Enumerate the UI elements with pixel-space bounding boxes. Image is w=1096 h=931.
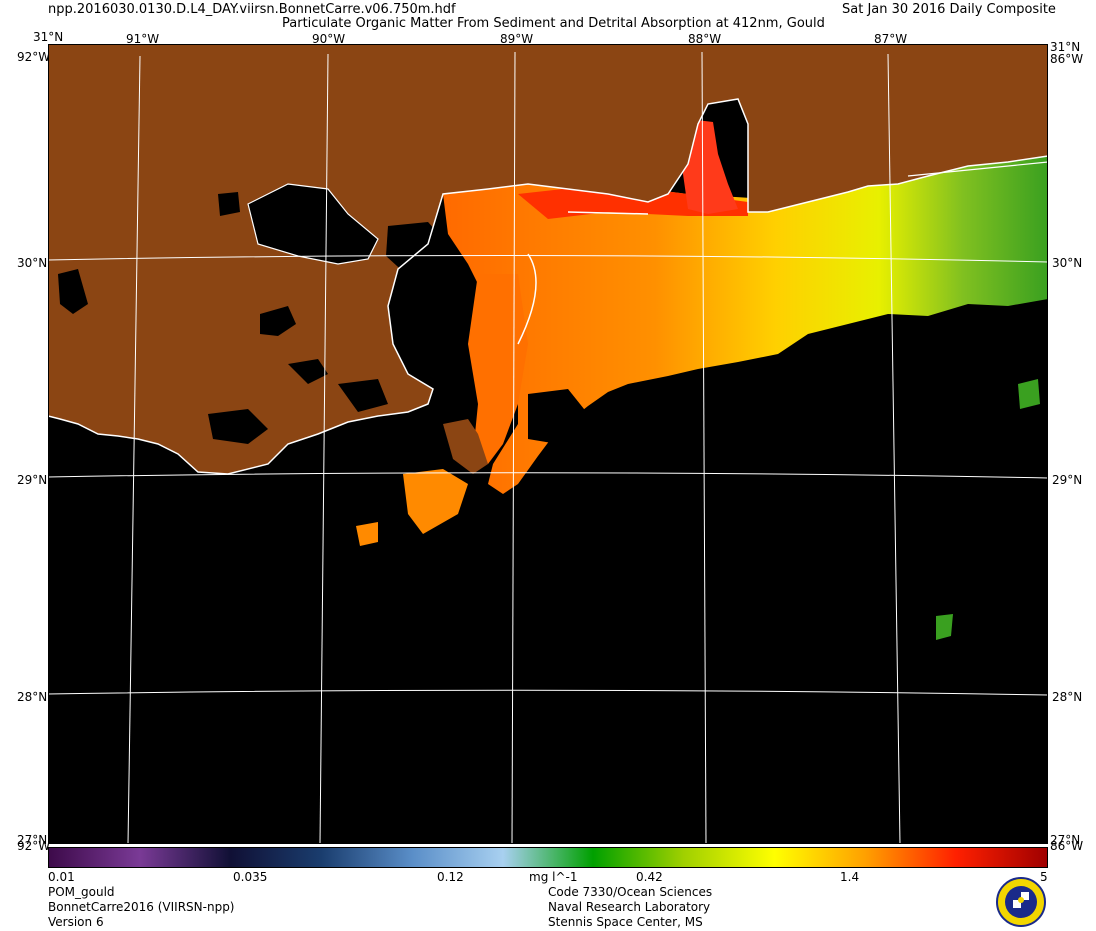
lon-label-89w-top: 89°W (500, 32, 534, 46)
lon-label-87w-top: 87°W (874, 32, 908, 46)
project-name: BonnetCarre2016 (VIIRSN-npp) (48, 900, 235, 914)
map-svg (48, 44, 1048, 844)
lat-label-29n-left: 29°N (17, 473, 48, 487)
plume-coastal-red (518, 184, 748, 219)
org-line-1: Code 7330/Ocean Sciences (548, 885, 713, 899)
lat-label-top-right: 31°N (1050, 40, 1081, 54)
meridian-87w (887, 53, 901, 844)
parallel-30n (48, 254, 1048, 263)
lat-label-28n-left: 28°N (17, 690, 48, 704)
lake-salvador (260, 306, 296, 336)
land-delta-lobe (443, 419, 488, 474)
chandeleur-islands (517, 253, 537, 345)
lon-label-left-top: 92°W (17, 50, 51, 64)
lake-pontchartrain (248, 184, 378, 264)
lat-label-bottom-left: 27°N (17, 833, 48, 847)
coastline (48, 98, 1048, 475)
lon-label-91w-top: 91°W (126, 32, 160, 46)
plume-patch-small (356, 522, 378, 546)
lake-borgne (386, 222, 448, 276)
lon-label-90w-top: 90°W (312, 32, 346, 46)
colorbar-tick-3: 0.42 (636, 870, 663, 884)
meridian-91w (127, 55, 141, 844)
colorbar-tick-5: 5 (1040, 870, 1048, 884)
meridian-88w (701, 51, 707, 844)
product-title: Particulate Organic Matter From Sediment… (282, 16, 825, 31)
parallel-29n (48, 472, 1048, 479)
lon-label-bottom-left: 92°W (17, 839, 51, 853)
lat-label-bottom-right: 27°N (1050, 833, 1081, 847)
lat-label-top-left: 31°N (33, 30, 64, 44)
colorbar-tick-4: 1.4 (840, 870, 860, 884)
colorbar-tick-1: 0.035 (233, 870, 268, 884)
barrier-islands (567, 211, 649, 215)
meridian-89w (511, 51, 516, 844)
lat-label-30n-right: 30°N (1052, 256, 1083, 270)
lat-label-28n-right: 28°N (1052, 690, 1083, 704)
colorbar-tick-0: 0.01 (48, 870, 75, 884)
no-data-patch-delta (528, 389, 588, 444)
marsh-patch-3 (208, 409, 268, 444)
parallel-28n (48, 689, 1048, 696)
sediment-plume (443, 156, 1048, 494)
file-name: npp.2016030.0130.D.L4_DAY.viirsn.BonnetC… (48, 2, 456, 17)
green-patch-east (1018, 379, 1040, 409)
meridian-90w (319, 53, 329, 844)
green-patch-south (936, 614, 953, 640)
nrl-seal-icon (996, 877, 1046, 927)
florida-barrier-islands (907, 161, 1048, 177)
lon-label-bottom-right: 86°W (1050, 839, 1084, 853)
lon-label-88w-top: 88°W (688, 32, 722, 46)
version-label: Version 6 (48, 915, 104, 929)
plume-patch-southwest (403, 469, 468, 534)
lat-label-30n-left: 30°N (17, 256, 48, 270)
marsh-patch-2 (338, 379, 388, 412)
marsh-patch-west (58, 269, 88, 314)
lake-maurepas (218, 192, 240, 216)
map-frame (48, 44, 1048, 844)
marsh-patch-1 (288, 359, 328, 384)
graticule (48, 51, 1048, 844)
composite-date: Sat Jan 30 2016 Daily Composite (842, 2, 1056, 17)
lake-pontchartrain-shore (247, 183, 379, 265)
map-panel (48, 44, 1048, 844)
colorbar-tick-2: 0.12 (437, 870, 464, 884)
product-name: POM_gould (48, 885, 115, 899)
colorbar-unit: mg l^-1 (529, 870, 578, 884)
mobile-bay-water (683, 119, 738, 214)
lat-label-29n-right: 29°N (1052, 473, 1083, 487)
lon-label-right-top: 86°W (1050, 52, 1084, 66)
plume-core-delta (468, 274, 528, 464)
colorbar (48, 847, 1048, 868)
org-line-2: Naval Research Laboratory (548, 900, 711, 914)
org-line-3: Stennis Space Center, MS (548, 915, 703, 929)
